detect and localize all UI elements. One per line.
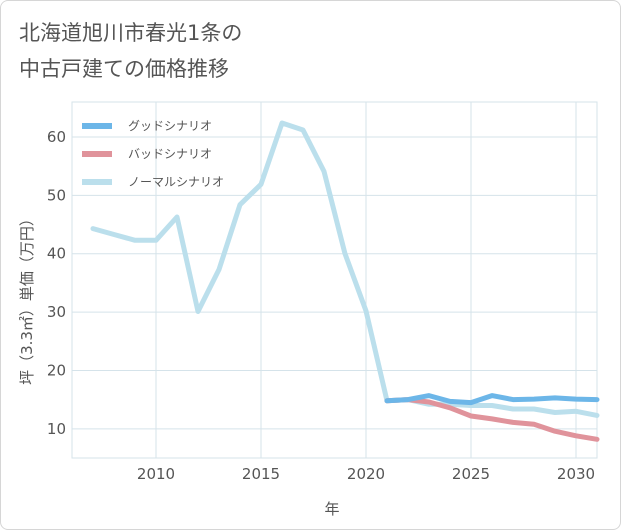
x-tick-label: 2025 bbox=[452, 465, 490, 483]
x-tick-label: 2020 bbox=[347, 465, 385, 483]
y-tick-label: 60 bbox=[47, 128, 66, 146]
series-lines bbox=[90, 120, 600, 442]
series-line-1 bbox=[384, 397, 600, 442]
y-tick-label: 20 bbox=[47, 361, 66, 379]
y-tick-label: 50 bbox=[47, 186, 66, 204]
x-axis-label: 年 bbox=[324, 500, 339, 518]
y-tick-label: 30 bbox=[47, 303, 66, 321]
legend-label: バッドシナリオ bbox=[128, 147, 212, 161]
grid-lines bbox=[71, 101, 598, 459]
y-tick-label: 10 bbox=[47, 420, 66, 438]
x-tick-label: 2015 bbox=[242, 465, 280, 483]
y-tick-label: 40 bbox=[47, 245, 66, 263]
legend-label: ノーマルシナリオ bbox=[128, 175, 224, 189]
legend-label: グッドシナリオ bbox=[128, 119, 212, 133]
chart-title: 北海道旭川市春光1条の 中古戸建ての価格推移 bbox=[19, 15, 242, 87]
x-tick-label: 2010 bbox=[137, 465, 175, 483]
chart-title-line-1: 北海道旭川市春光1条の bbox=[19, 21, 243, 45]
series-line-0 bbox=[384, 393, 600, 406]
chart-title-line-2: 中古戸建ての価格推移 bbox=[19, 57, 229, 81]
series-line-2 bbox=[90, 120, 600, 418]
y-axis-label: 坪（3.3㎡）単価（万円） bbox=[18, 211, 36, 385]
x-tick-labels: 2010 2015 2020 2025 2030 bbox=[137, 465, 595, 483]
plot-area-frame bbox=[71, 101, 598, 459]
x-tick-label: 2030 bbox=[557, 465, 595, 483]
y-tick-labels: 10 20 30 40 50 60 bbox=[47, 128, 66, 438]
